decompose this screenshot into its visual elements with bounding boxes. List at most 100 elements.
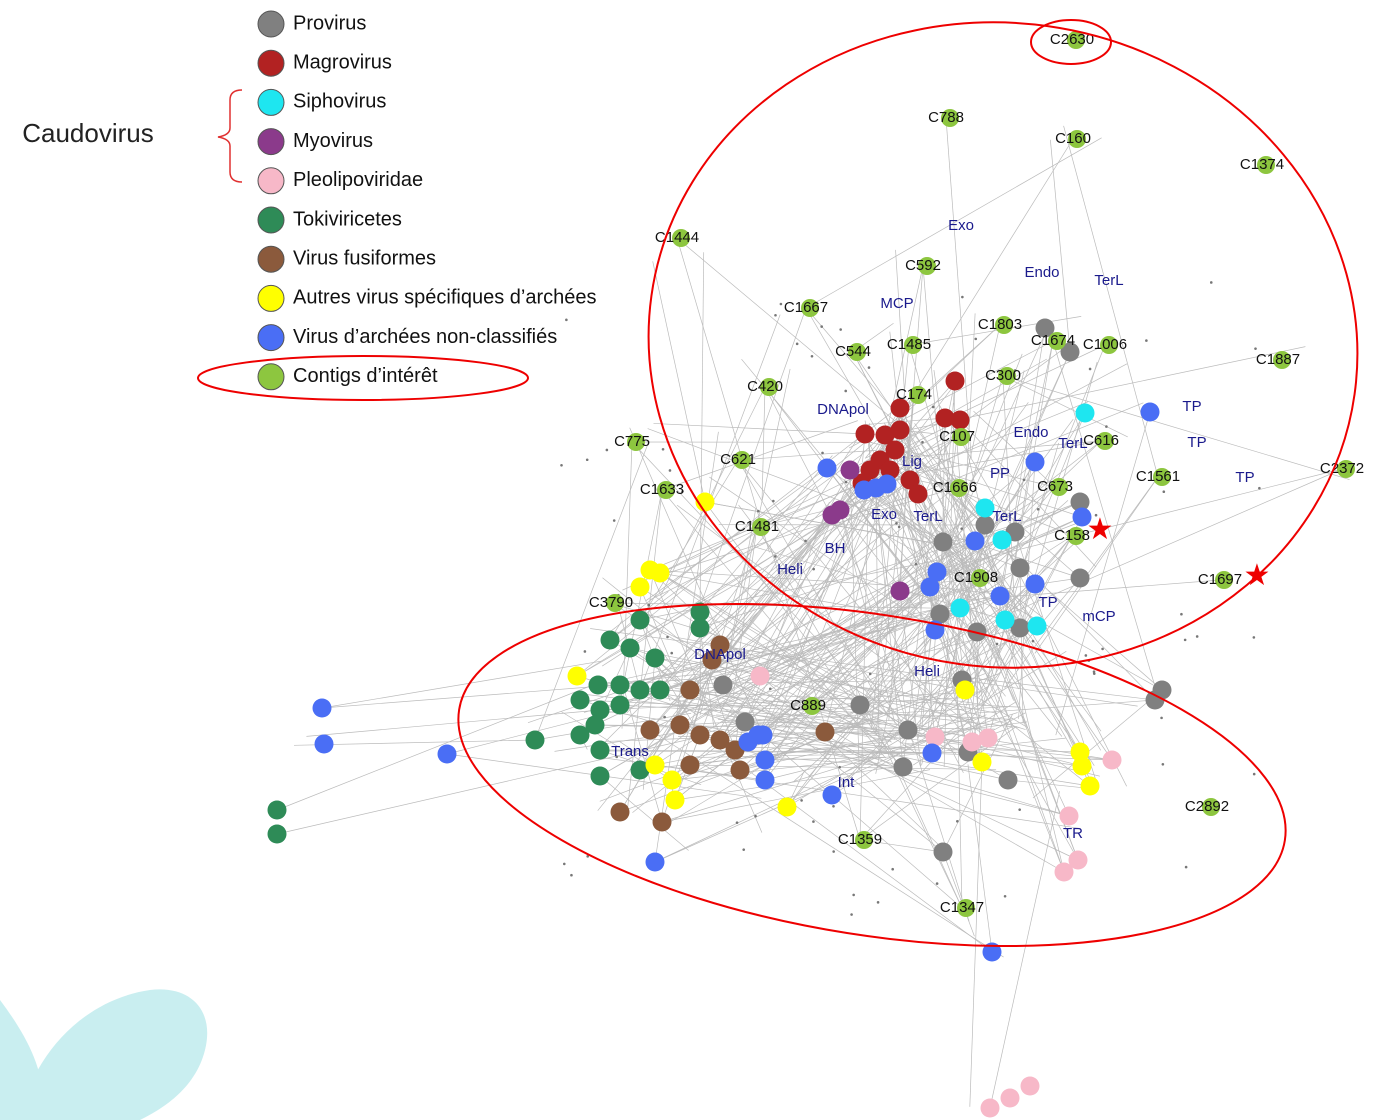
edge-dot	[838, 765, 842, 769]
virus-node	[900, 470, 920, 490]
contig-node	[904, 336, 922, 354]
edge	[836, 583, 1036, 725]
edge-dot	[565, 318, 568, 322]
edge	[998, 340, 1054, 598]
edge	[757, 487, 871, 736]
virus-node	[850, 695, 870, 715]
edge-dot	[931, 405, 935, 409]
edge-dot	[647, 603, 651, 607]
edge	[1039, 344, 1106, 509]
edge	[674, 765, 902, 801]
contig-node	[752, 518, 770, 536]
contig-label: C592	[905, 257, 941, 274]
virus-node	[998, 770, 1018, 790]
edge-dot	[583, 650, 587, 653]
edge-dot	[742, 848, 746, 851]
edge	[939, 500, 1069, 615]
edge	[852, 351, 980, 536]
edge	[959, 313, 976, 609]
contig-node	[1048, 332, 1066, 350]
edge	[953, 530, 1113, 761]
edge-dot	[1160, 716, 1163, 720]
contig-node	[627, 433, 645, 451]
edge	[719, 455, 894, 741]
contig-node	[941, 109, 959, 127]
edge-dot	[666, 635, 669, 639]
edge	[321, 678, 695, 709]
contig-label: C1444	[655, 229, 699, 246]
edge-dot	[768, 687, 772, 691]
edge	[764, 756, 887, 761]
contig-label: C1374	[1240, 156, 1284, 173]
cluster-outline	[647, 21, 1359, 669]
edge-dot	[1031, 639, 1035, 643]
virus-node	[875, 425, 895, 445]
edge	[660, 386, 766, 596]
legend-swatch	[257, 10, 285, 38]
edge-dot	[1195, 635, 1199, 638]
protein-label: Trans	[611, 743, 649, 760]
edge	[659, 572, 918, 619]
edge	[874, 535, 1073, 757]
contig-label: C174	[896, 386, 932, 403]
edge	[921, 540, 976, 765]
edge	[654, 755, 880, 863]
virus-node	[755, 770, 775, 790]
virus-node	[267, 824, 287, 844]
virus-node	[1070, 492, 1090, 512]
edge	[1050, 139, 1071, 353]
virus-node	[955, 680, 975, 700]
edge	[653, 423, 866, 435]
contig-label: C621	[720, 451, 756, 468]
virus-node	[665, 790, 685, 810]
edge	[747, 626, 976, 743]
protein-label: TerL	[1058, 435, 1087, 452]
contig-node	[1153, 468, 1171, 486]
protein-label: Endo	[1013, 424, 1048, 441]
edge	[909, 460, 1083, 518]
edge	[732, 526, 758, 699]
edge-dot	[1022, 478, 1026, 482]
edge	[934, 370, 1025, 738]
edge	[1032, 689, 1163, 799]
protein-label: BH	[825, 540, 846, 557]
edge	[1034, 476, 1159, 654]
edge-dot	[935, 882, 939, 885]
edge	[940, 577, 977, 583]
edge	[859, 505, 869, 841]
virus-node	[670, 715, 690, 735]
edge-dot	[897, 525, 901, 529]
edge	[947, 324, 1001, 558]
virus-node	[1025, 452, 1045, 472]
edge-dot	[812, 567, 815, 571]
virus-node	[590, 700, 610, 720]
edge-dot	[612, 519, 616, 522]
edge	[670, 487, 956, 704]
edge	[747, 530, 948, 743]
edge-dot	[1094, 513, 1098, 517]
edge	[956, 516, 1083, 577]
contig-node	[918, 257, 936, 275]
edge	[276, 681, 600, 811]
legend-label: Pleolipoviridae	[293, 169, 423, 191]
contig-label: C673	[1037, 478, 1073, 495]
legend-swatch	[257, 284, 285, 312]
virus-node	[690, 602, 710, 622]
contig-label: C1347	[940, 899, 984, 916]
virus-node	[730, 760, 750, 780]
edge	[709, 476, 936, 631]
contig-node	[672, 229, 690, 247]
contig-label: C1887	[1256, 351, 1300, 368]
edge	[942, 851, 975, 937]
edge	[661, 769, 931, 823]
virus-node	[1080, 776, 1100, 796]
virus-node	[877, 474, 897, 494]
virus-node	[975, 498, 995, 518]
edge	[987, 361, 1098, 739]
legend-label: Virus d’archées non-classifiés	[293, 326, 557, 348]
virus-node	[1059, 806, 1079, 826]
legend-swatch	[257, 206, 285, 234]
edge	[727, 745, 933, 754]
edge	[922, 699, 1156, 718]
